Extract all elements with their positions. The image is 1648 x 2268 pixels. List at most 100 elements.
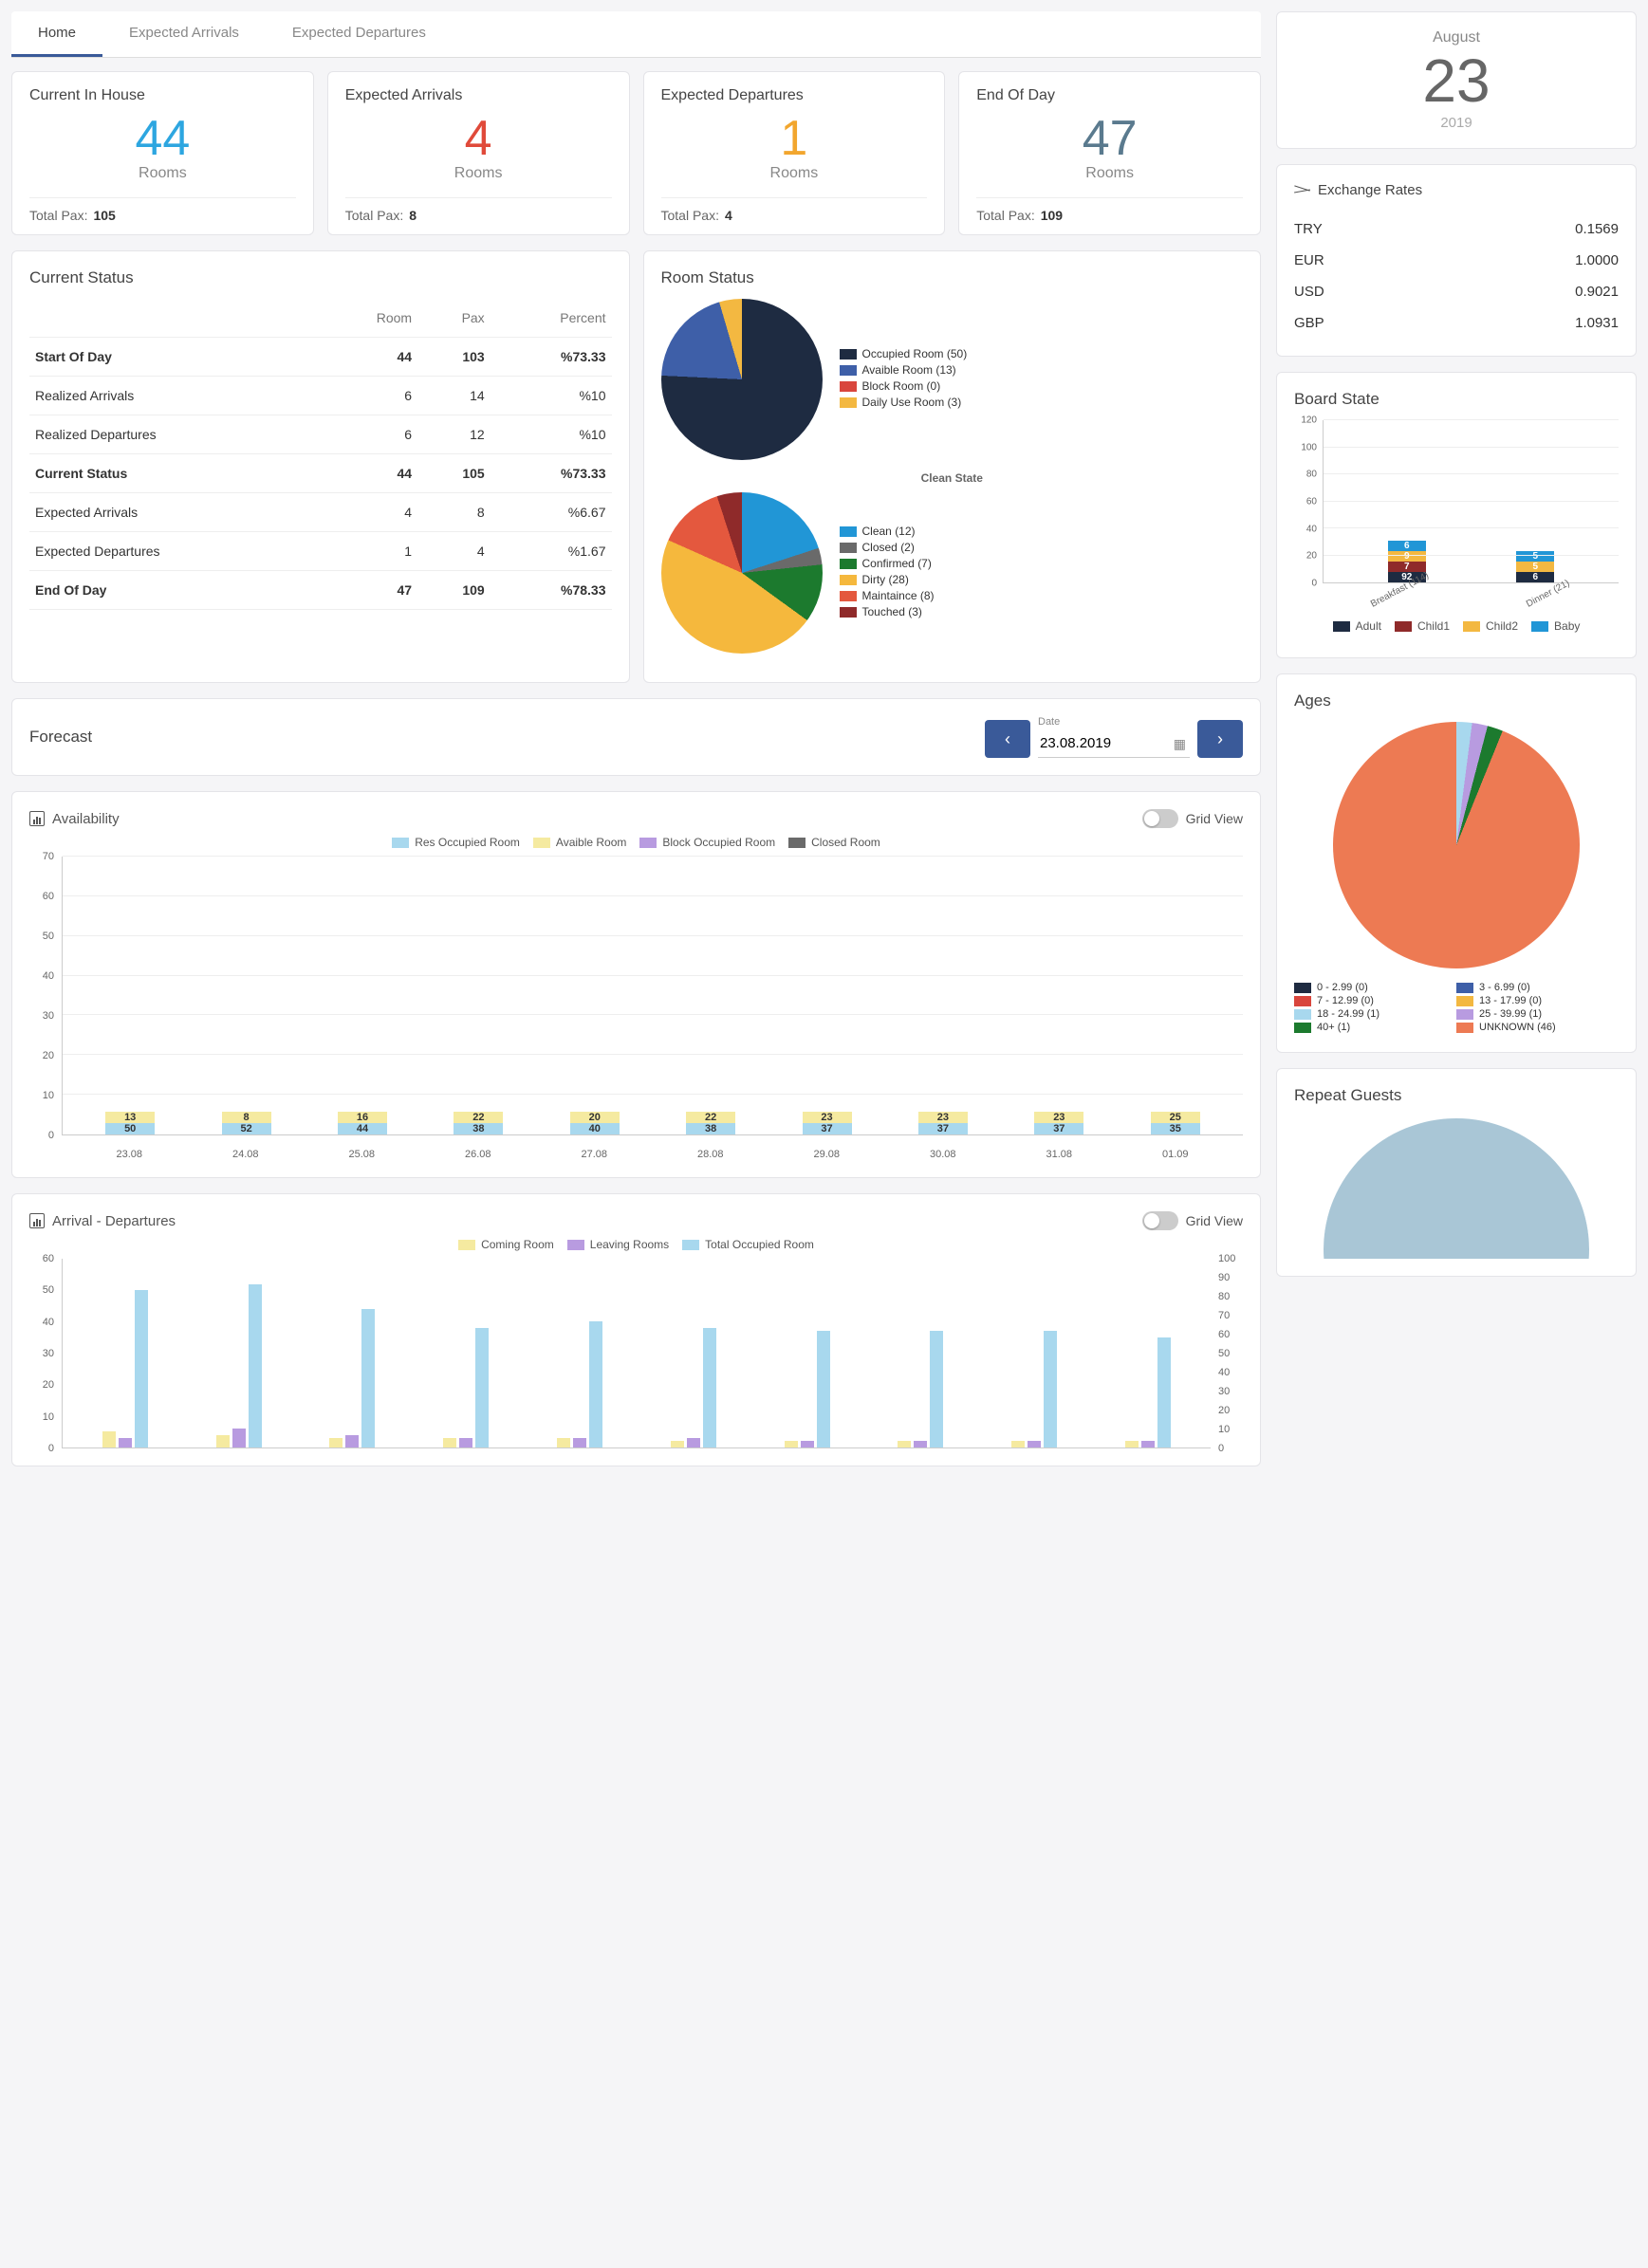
sidebar-date-card: August 23 2019	[1276, 11, 1637, 149]
availability-grid-toggle[interactable]	[1142, 809, 1178, 828]
stat-title: Current In House	[29, 87, 296, 104]
bar-segment	[930, 1331, 943, 1447]
rate-value: 1.0000	[1575, 252, 1619, 268]
legend-label: Maintaince (8)	[862, 589, 935, 602]
legend-item: Closed (2)	[840, 541, 935, 554]
tab-home[interactable]: Home	[11, 11, 102, 57]
table-row: End Of Day47109%78.33	[29, 571, 612, 610]
current-status-card: Current Status RoomPaxPercent Start Of D…	[11, 250, 630, 683]
bar-segment: 5	[1516, 562, 1554, 572]
bar-segment: 20	[570, 1112, 620, 1123]
tab-expected-departures[interactable]: Expected Departures	[266, 11, 453, 57]
row-pax: 105	[417, 454, 491, 493]
legend-item: Touched (3)	[840, 605, 935, 618]
legend-swatch	[840, 381, 857, 392]
legend-item: Res Occupied Room	[392, 836, 520, 849]
rate-code: EUR	[1294, 252, 1324, 268]
bar-segment: 50	[105, 1123, 155, 1134]
legend-swatch	[840, 526, 857, 537]
date-input[interactable]	[1038, 729, 1190, 758]
legend-swatch	[1294, 983, 1311, 993]
row-label: End Of Day	[29, 571, 318, 610]
row-pax: 14	[417, 377, 491, 415]
bar-segment: 25	[1151, 1112, 1200, 1123]
row-pax: 109	[417, 571, 491, 610]
bar-segment: 37	[803, 1123, 852, 1134]
table-row: Start Of Day44103%73.33	[29, 338, 612, 377]
availability-grid-label: Grid View	[1186, 811, 1243, 826]
legend-label: Closed (2)	[862, 541, 915, 554]
legend-item: Child2	[1463, 619, 1518, 633]
sidebar-day: 23	[1294, 50, 1619, 111]
bar-segment	[1011, 1441, 1025, 1447]
legend-item: Coming Room	[458, 1238, 554, 1251]
date-next-button[interactable]: ›	[1197, 720, 1243, 758]
bar-segment	[703, 1328, 716, 1447]
bar-segment	[1157, 1337, 1171, 1447]
legend-item: Clean (12)	[840, 525, 935, 538]
row-room: 44	[318, 338, 417, 377]
row-room: 6	[318, 377, 417, 415]
legend-swatch	[567, 1240, 584, 1250]
row-pax: 8	[417, 493, 491, 532]
legend-label: 7 - 12.99 (0)	[1317, 995, 1374, 1006]
arrival-departures-chart: 0102030405060 0102030405060708090100	[29, 1259, 1243, 1448]
bar-segment	[443, 1438, 456, 1447]
date-field-label: Date	[1038, 716, 1190, 728]
bar-column: 35 25	[1151, 1112, 1200, 1134]
legend-item: 13 - 17.99 (0)	[1456, 995, 1619, 1006]
calendar-icon[interactable]: ▦	[1174, 736, 1186, 752]
table-header	[29, 299, 318, 338]
legend-label: Total Occupied Room	[705, 1238, 814, 1251]
x-label: 27.08	[569, 1149, 619, 1160]
legend-label: Dirty (28)	[862, 573, 909, 586]
room-status-pie	[661, 299, 823, 460]
legend-label: Occupied Room (50)	[862, 347, 968, 360]
legend-item: Baby	[1531, 619, 1580, 633]
date-prev-button[interactable]: ‹	[985, 720, 1030, 758]
arrdep-grid-toggle[interactable]	[1142, 1211, 1178, 1230]
table-header: Pax	[417, 299, 491, 338]
legend-item: 3 - 6.99 (0)	[1456, 982, 1619, 993]
stat-card: Expected Arrivals 4 Rooms Total Pax:8	[327, 71, 630, 235]
legend-item: Adult	[1333, 619, 1381, 633]
stat-unit: Rooms	[29, 165, 296, 182]
rates-icon	[1294, 185, 1310, 196]
stat-value: 47	[976, 114, 1243, 163]
bar-segment	[687, 1438, 700, 1447]
bar-segment	[671, 1441, 684, 1447]
bar-segment	[361, 1309, 375, 1447]
legend-item: 40+ (1)	[1294, 1022, 1456, 1033]
bar-segment	[898, 1441, 911, 1447]
legend-label: Coming Room	[481, 1238, 554, 1251]
stat-footer: Total Pax:105	[29, 197, 296, 223]
x-label: 01.09	[1151, 1149, 1200, 1160]
legend-item: Block Occupied Room	[639, 836, 775, 849]
legend-swatch	[458, 1240, 475, 1250]
clean-state-legend: Clean (12)Closed (2)Confirmed (7)Dirty (…	[840, 525, 935, 621]
tab-expected-arrivals[interactable]: Expected Arrivals	[102, 11, 266, 57]
availability-chart: 010203040506070 50 1352 844 1638 2240 20…	[29, 857, 1243, 1160]
bar-segment: 22	[686, 1112, 735, 1123]
board-state-card: Board State 020406080100120 92796655 Bre…	[1276, 372, 1637, 658]
legend-label: Leaving Rooms	[590, 1238, 669, 1251]
bar-segment	[589, 1321, 602, 1447]
legend-swatch	[1531, 621, 1548, 632]
availability-card: Availability Grid View Res Occupied Room…	[11, 791, 1261, 1178]
legend-label: Avaible Room (13)	[862, 363, 956, 377]
exchange-rates-title: Exchange Rates	[1318, 182, 1422, 198]
x-label: 24.08	[221, 1149, 270, 1160]
stat-footer: Total Pax:4	[661, 197, 928, 223]
bar-column: 52 8	[222, 1112, 271, 1134]
bar-segment	[801, 1441, 814, 1447]
repeat-guests-card: Repeat Guests	[1276, 1068, 1637, 1277]
bar-segment: 13	[105, 1112, 155, 1123]
table-row: Realized Departures612%10	[29, 415, 612, 454]
rate-row: GBP1.0931	[1294, 307, 1619, 339]
arrival-departures-legend: Coming Room Leaving Rooms Total Occupied R…	[29, 1238, 1243, 1251]
bar-column: 38 22	[454, 1112, 503, 1134]
stat-unit: Rooms	[661, 165, 928, 182]
bar-group	[102, 1259, 148, 1447]
table-row: Expected Departures14%1.67	[29, 532, 612, 571]
bar-group	[329, 1259, 375, 1447]
